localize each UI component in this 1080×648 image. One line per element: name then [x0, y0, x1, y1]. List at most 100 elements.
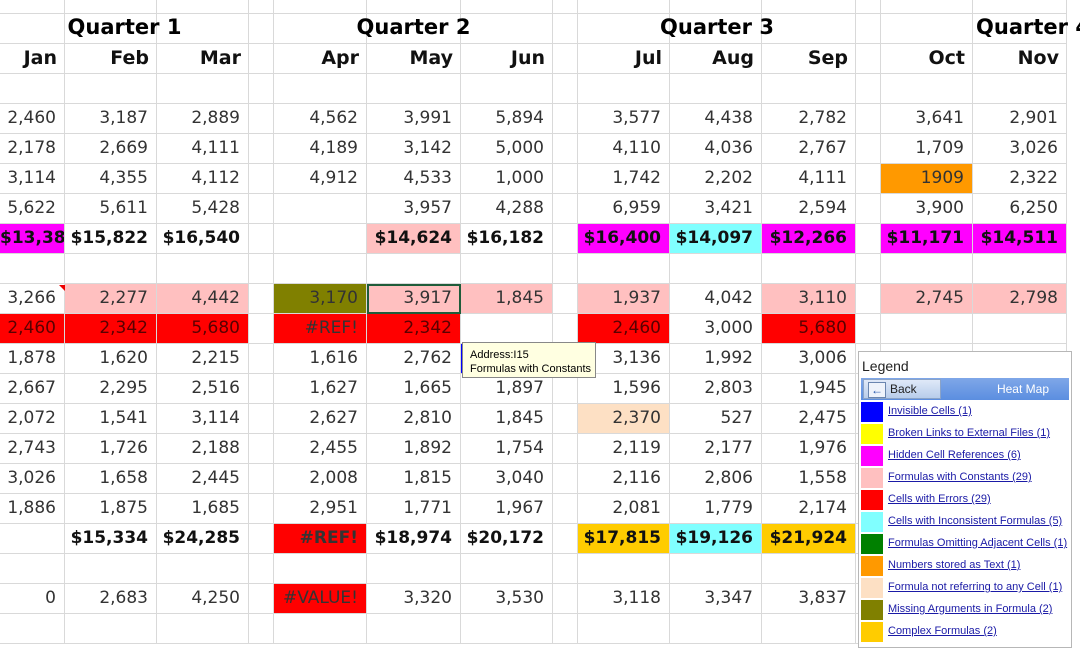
- data-cell[interactable]: 2,516: [157, 374, 249, 404]
- grid-cell[interactable]: [274, 74, 367, 104]
- grid-cell[interactable]: [670, 14, 762, 44]
- data-cell[interactable]: 2,803: [670, 374, 762, 404]
- grid-cell[interactable]: [249, 254, 274, 284]
- data-cell[interactable]: 4,355: [65, 164, 157, 194]
- data-cell[interactable]: [274, 254, 367, 284]
- data-cell[interactable]: $16,182: [461, 224, 553, 254]
- grid-cell[interactable]: [973, 14, 1067, 44]
- grid-cell[interactable]: [249, 284, 274, 314]
- data-cell[interactable]: 4,042: [670, 284, 762, 314]
- grid-cell[interactable]: [856, 194, 881, 224]
- data-cell[interactable]: 2,215: [157, 344, 249, 374]
- grid-cell[interactable]: [881, 14, 973, 44]
- grid-cell[interactable]: [856, 164, 881, 194]
- grid-cell[interactable]: [367, 14, 461, 44]
- grid-cell[interactable]: [762, 614, 856, 644]
- data-cell[interactable]: 2,445: [157, 464, 249, 494]
- data-cell[interactable]: 2,951: [274, 494, 367, 524]
- data-cell[interactable]: [274, 224, 367, 254]
- data-cell[interactable]: 2,667: [0, 374, 65, 404]
- legend-link[interactable]: Cells with Inconsistent Formulas (5): [888, 515, 1063, 527]
- data-cell[interactable]: 2,295: [65, 374, 157, 404]
- grid-cell[interactable]: [553, 314, 578, 344]
- data-cell[interactable]: 1,937: [578, 284, 670, 314]
- grid-cell[interactable]: [553, 584, 578, 614]
- data-cell[interactable]: 1,627: [274, 374, 367, 404]
- data-cell[interactable]: 2,806: [670, 464, 762, 494]
- grid-cell[interactable]: [367, 44, 461, 74]
- data-cell[interactable]: [461, 314, 553, 344]
- grid-cell[interactable]: [553, 14, 578, 44]
- grid-cell[interactable]: [553, 614, 578, 644]
- data-cell[interactable]: 3,421: [670, 194, 762, 224]
- data-cell[interactable]: 3,114: [0, 164, 65, 194]
- data-cell[interactable]: 1,845: [461, 404, 553, 434]
- grid-cell[interactable]: [578, 0, 670, 14]
- data-cell[interactable]: 2,174: [762, 494, 856, 524]
- grid-cell[interactable]: [274, 614, 367, 644]
- data-cell[interactable]: 3,110: [762, 284, 856, 314]
- data-cell[interactable]: 1,709: [881, 134, 973, 164]
- data-cell[interactable]: 4,189: [274, 134, 367, 164]
- data-cell[interactable]: 1,726: [65, 434, 157, 464]
- legend-item[interactable]: Hidden Cell References (6): [861, 444, 1071, 466]
- legend-link[interactable]: Hidden Cell References (6): [888, 449, 1021, 461]
- grid-cell[interactable]: [461, 0, 553, 14]
- grid-cell[interactable]: [553, 464, 578, 494]
- grid-cell[interactable]: [553, 224, 578, 254]
- data-cell[interactable]: 3,991: [367, 104, 461, 134]
- data-cell[interactable]: 5,428: [157, 194, 249, 224]
- grid-cell[interactable]: [249, 164, 274, 194]
- grid-cell[interactable]: [461, 614, 553, 644]
- data-cell[interactable]: 1,845: [461, 284, 553, 314]
- data-cell[interactable]: 1,616: [274, 344, 367, 374]
- grid-cell[interactable]: [0, 44, 65, 74]
- data-cell[interactable]: 0: [0, 584, 65, 614]
- data-cell[interactable]: [0, 524, 65, 554]
- grid-cell[interactable]: [762, 44, 856, 74]
- grid-cell[interactable]: [0, 74, 65, 104]
- grid-cell[interactable]: [553, 164, 578, 194]
- data-cell[interactable]: [762, 554, 856, 584]
- grid-cell[interactable]: [553, 524, 578, 554]
- grid-cell[interactable]: [274, 44, 367, 74]
- grid-cell[interactable]: [553, 494, 578, 524]
- data-cell[interactable]: 3,577: [578, 104, 670, 134]
- legend-item[interactable]: Numbers stored as Text (1): [861, 554, 1071, 576]
- grid-cell[interactable]: [578, 44, 670, 74]
- data-cell[interactable]: 2,072: [0, 404, 65, 434]
- data-cell[interactable]: $18,974: [367, 524, 461, 554]
- data-cell[interactable]: [461, 554, 553, 584]
- grid-cell[interactable]: [0, 614, 65, 644]
- data-cell[interactable]: $14,511: [973, 224, 1067, 254]
- data-cell[interactable]: 4,250: [157, 584, 249, 614]
- data-cell[interactable]: 4,110: [578, 134, 670, 164]
- grid-cell[interactable]: [856, 134, 881, 164]
- data-cell[interactable]: 2,277: [65, 284, 157, 314]
- data-cell[interactable]: [157, 254, 249, 284]
- data-cell[interactable]: 3,837: [762, 584, 856, 614]
- legend-link[interactable]: Formulas with Constants (29): [888, 471, 1032, 483]
- grid-cell[interactable]: [0, 0, 65, 14]
- grid-cell[interactable]: [461, 14, 553, 44]
- data-cell[interactable]: 3,142: [367, 134, 461, 164]
- data-cell[interactable]: $11,171: [881, 224, 973, 254]
- data-cell[interactable]: 1,754: [461, 434, 553, 464]
- data-cell[interactable]: [461, 254, 553, 284]
- grid-cell[interactable]: [553, 284, 578, 314]
- grid-cell[interactable]: [65, 0, 157, 14]
- legend-item[interactable]: Missing Arguments in Formula (2): [861, 598, 1071, 620]
- grid-cell[interactable]: [367, 614, 461, 644]
- data-cell[interactable]: 3,026: [973, 134, 1067, 164]
- grid-cell[interactable]: [553, 104, 578, 134]
- data-cell[interactable]: 2,810: [367, 404, 461, 434]
- grid-cell[interactable]: [461, 44, 553, 74]
- legend-link[interactable]: Cells with Errors (29): [888, 493, 991, 505]
- data-cell[interactable]: [578, 554, 670, 584]
- grid-cell[interactable]: [249, 194, 274, 224]
- data-cell[interactable]: 2,455: [274, 434, 367, 464]
- data-cell[interactable]: 3,957: [367, 194, 461, 224]
- grid-cell[interactable]: [249, 224, 274, 254]
- grid-cell[interactable]: [249, 104, 274, 134]
- grid-cell[interactable]: [65, 614, 157, 644]
